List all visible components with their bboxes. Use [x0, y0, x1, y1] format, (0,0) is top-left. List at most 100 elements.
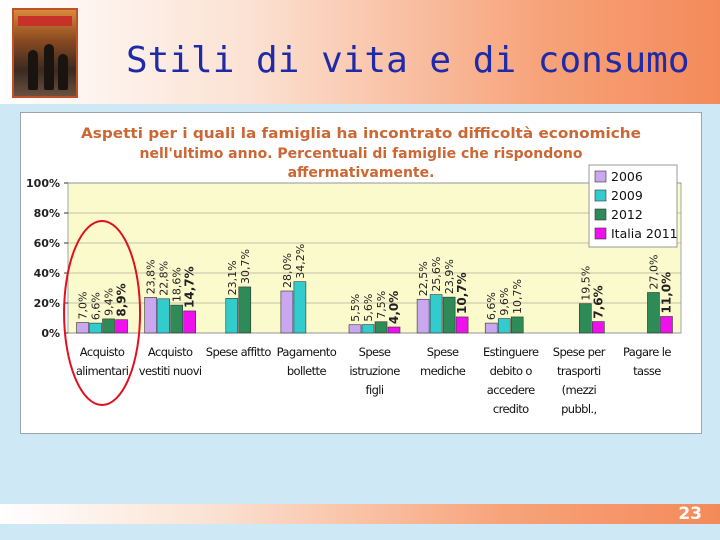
category-label: Spese — [359, 345, 391, 359]
legend-swatch — [594, 170, 607, 183]
category-label: figli — [366, 383, 384, 397]
slide-title: Stili di vita e di consumo — [126, 40, 690, 81]
category-label: Pagamento — [277, 345, 337, 359]
bar — [293, 281, 307, 334]
category-label: credito — [493, 402, 529, 416]
bar — [484, 322, 498, 334]
person-figure — [58, 54, 68, 90]
legend-swatch — [594, 227, 607, 240]
bar — [157, 298, 170, 334]
data-label: 19,5% — [579, 266, 592, 301]
data-label: 28,0% — [281, 253, 294, 288]
data-label: 10,7% — [511, 279, 524, 314]
chart-title-line-1: Aspetti per i quali la famiglia ha incon… — [81, 126, 641, 142]
category-label: debito o — [490, 364, 533, 378]
data-label: 9,6% — [498, 288, 511, 316]
page-number: 23 — [678, 504, 702, 524]
bar — [455, 316, 469, 334]
bar — [579, 303, 592, 334]
data-label: 14,7% — [183, 266, 197, 308]
slide-header — [0, 0, 720, 104]
category-label: trasporti — [557, 364, 601, 378]
data-label: 34,2% — [294, 244, 307, 279]
shopping-photo — [12, 8, 78, 98]
data-label: 7,6% — [591, 285, 605, 318]
bar — [429, 294, 443, 334]
bar — [170, 304, 183, 334]
data-label: 4,0% — [387, 291, 401, 324]
y-tick-label: 60% — [34, 237, 60, 250]
bar — [144, 297, 157, 334]
bar — [183, 310, 196, 334]
y-tick-label: 80% — [34, 207, 60, 220]
category-label: istruzione — [349, 364, 400, 378]
data-label: 5,6% — [362, 294, 375, 322]
legend-swatch — [594, 189, 607, 202]
legend-label: 2009 — [611, 188, 643, 203]
category-label: Pagare le — [623, 345, 671, 359]
plot-area — [67, 182, 682, 334]
data-label: 23,9% — [443, 259, 456, 294]
bar — [348, 324, 362, 334]
chart-title-line-3: affermativamente. — [288, 165, 435, 181]
bar — [89, 322, 102, 334]
data-label: 7,0% — [77, 292, 90, 320]
chart-title-line-2: nell'ultimo anno. Percentuali di famigli… — [140, 146, 583, 162]
bar — [660, 316, 673, 334]
bar — [115, 319, 128, 334]
bar — [102, 318, 115, 334]
category-label: accedere — [487, 383, 535, 397]
data-label: 7,5% — [375, 291, 388, 319]
person-figure — [44, 44, 54, 90]
legend-swatch — [594, 208, 607, 221]
category-label: mediche — [420, 364, 466, 378]
category-label: vestiti nuovi — [139, 364, 202, 378]
category-label: alimentari — [76, 364, 129, 378]
bar — [76, 322, 89, 334]
data-label: 22,5% — [417, 261, 430, 296]
bar — [374, 321, 388, 334]
chart-container: Aspetti per i quali la famiglia ha incon… — [20, 112, 702, 434]
data-label: 9,4% — [103, 288, 116, 316]
category-label: pubbl., — [561, 402, 597, 416]
highlight-ellipse — [63, 220, 142, 406]
category-label: Acquisto — [148, 345, 193, 359]
data-label: 8,9% — [115, 283, 129, 316]
category-label: Spese — [427, 345, 459, 359]
y-tick-label: 20% — [34, 297, 60, 310]
data-label: 23,1% — [226, 260, 239, 295]
bar — [592, 321, 605, 334]
bar — [442, 296, 456, 334]
category-label: Acquisto — [80, 345, 125, 359]
bar — [510, 316, 524, 334]
bar — [416, 298, 430, 334]
y-tick-label: 100% — [26, 177, 60, 190]
bar — [280, 290, 294, 334]
legend-label: Italia 2011 — [611, 226, 678, 241]
slide-footer — [0, 504, 720, 524]
bar — [387, 326, 401, 334]
category-label: tasse — [633, 364, 661, 378]
y-tick-label: 0% — [41, 327, 60, 340]
data-label: 30,7% — [239, 249, 252, 284]
bar — [361, 324, 375, 334]
data-label: 11,0% — [659, 272, 673, 314]
bar — [647, 292, 660, 334]
shop-sign — [18, 16, 72, 26]
bar — [497, 318, 511, 334]
category-label: Spese affitto — [206, 345, 272, 359]
bar — [238, 286, 252, 334]
data-label: 25,6% — [430, 257, 443, 292]
data-label: 10,7% — [455, 272, 469, 314]
category-label: Spese per — [553, 345, 606, 359]
data-label: 6,6% — [90, 292, 103, 320]
category-label: Estinguere — [483, 345, 539, 359]
data-label: 18,6% — [171, 267, 184, 302]
data-label: 6,6% — [485, 292, 498, 320]
category-label: (mezzi — [562, 383, 597, 397]
y-tick-label: 40% — [34, 267, 60, 280]
bar-chart: Aspetti per i quali la famiglia ha incon… — [26, 126, 682, 416]
category-label: bollette — [287, 364, 327, 378]
legend-label: 2012 — [611, 207, 643, 222]
bar — [225, 298, 239, 334]
